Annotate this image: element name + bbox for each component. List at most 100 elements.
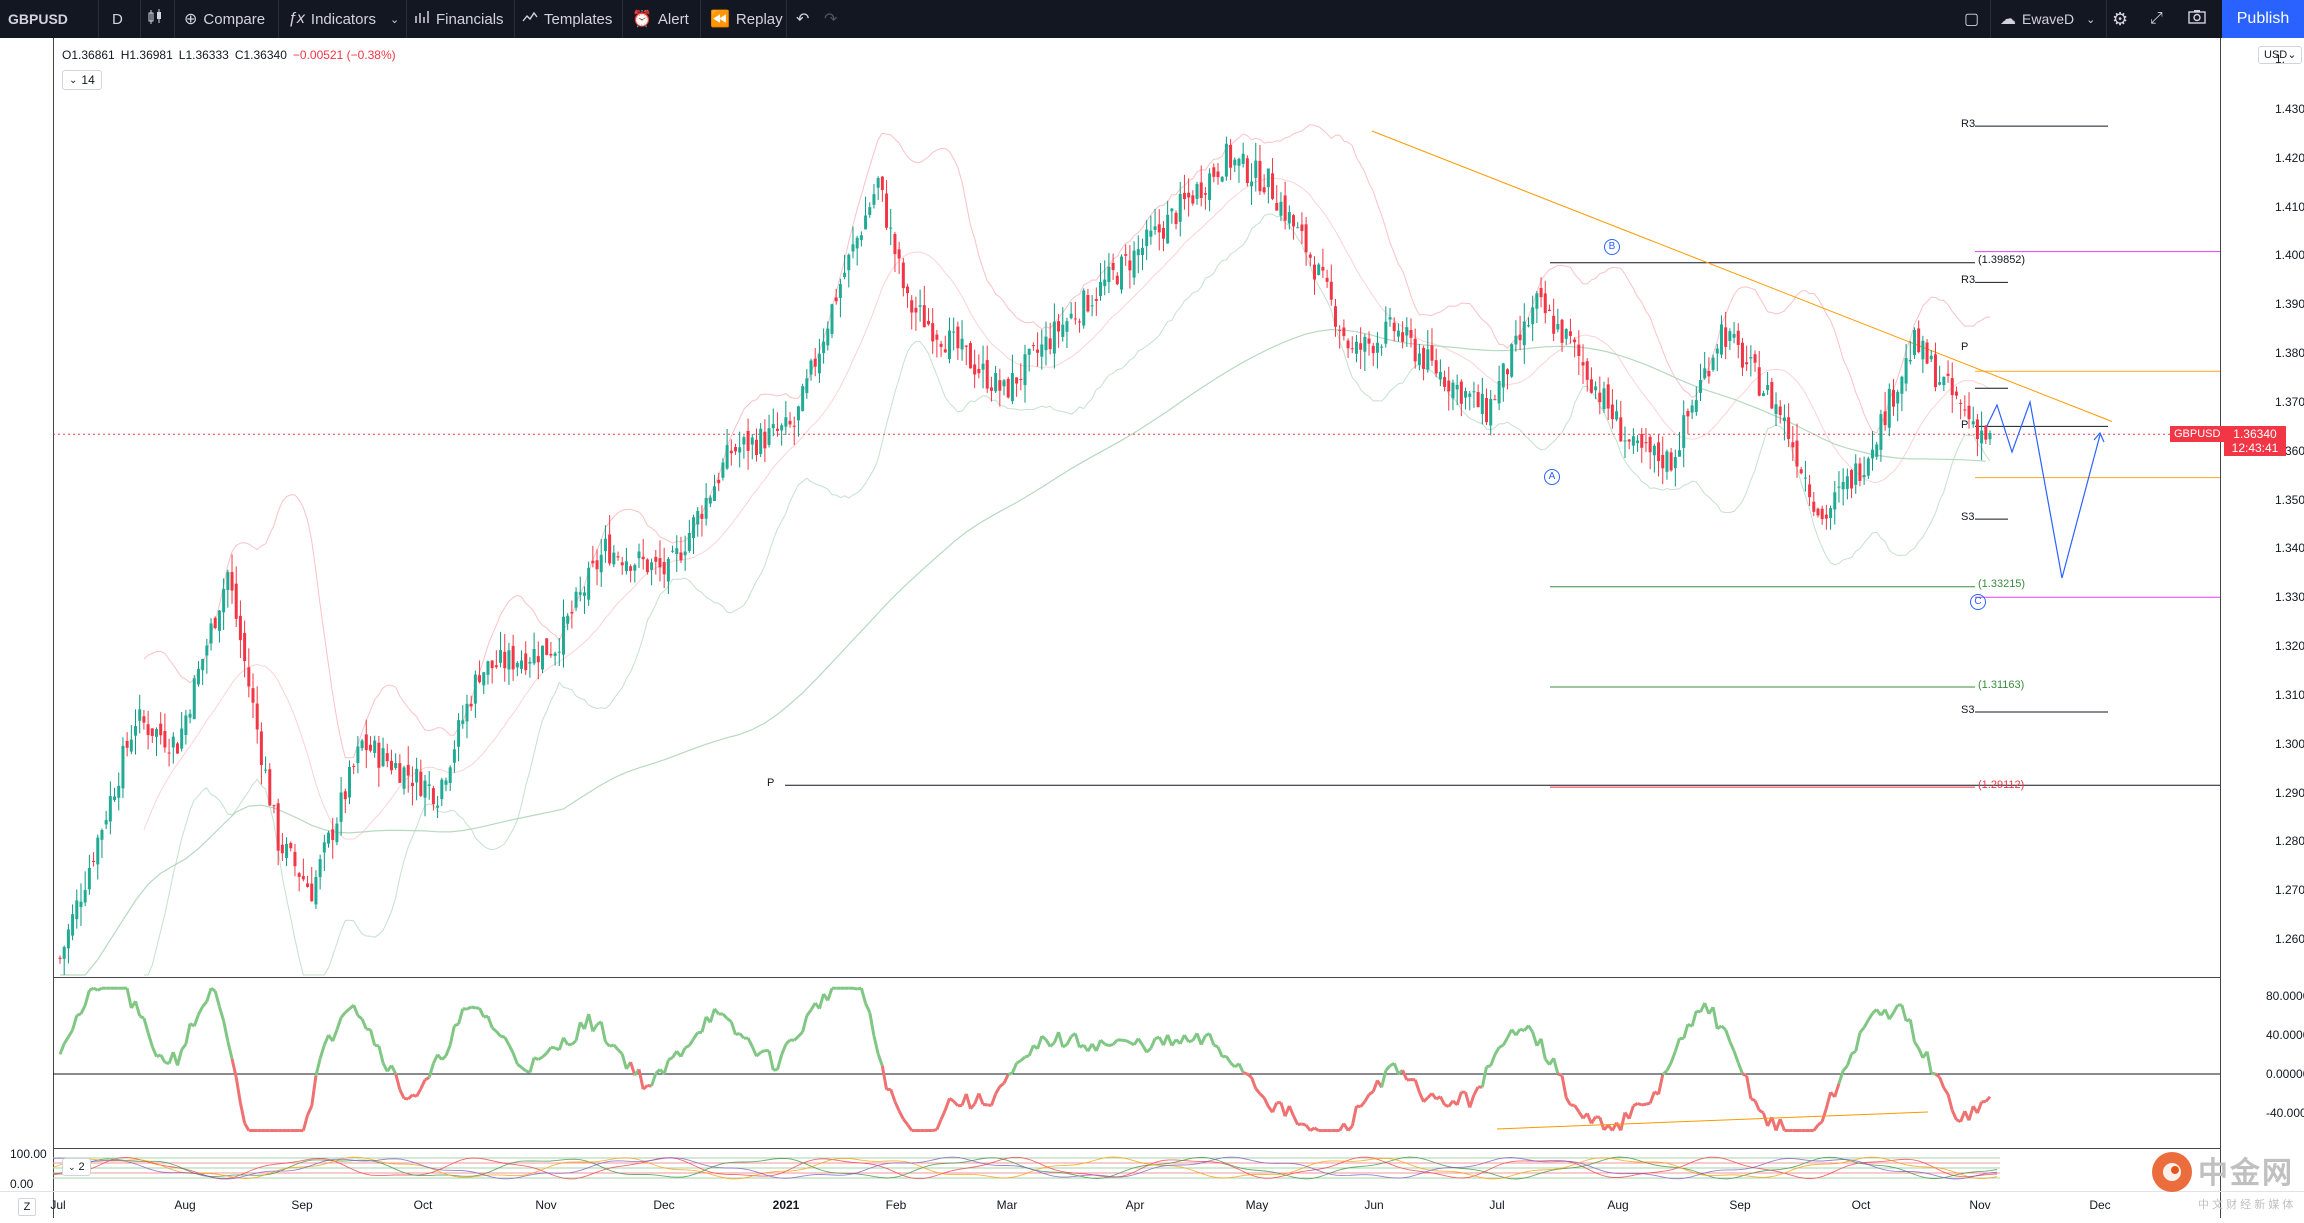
- candle-body: [1665, 451, 1669, 472]
- candle-body: [683, 551, 687, 556]
- oscillator-segment: [1049, 1041, 1056, 1048]
- candle-body: [843, 272, 847, 278]
- oscillator-segment: [457, 1008, 465, 1025]
- redo-button[interactable]: ↷: [824, 0, 837, 38]
- settings-button[interactable]: ⚙: [2112, 0, 2128, 38]
- candle-body: [1107, 266, 1111, 283]
- oscillator-segment: [339, 1011, 347, 1019]
- publish-label: Publish: [2236, 10, 2290, 27]
- candle-body: [1610, 404, 1614, 420]
- interval-button[interactable]: D: [112, 0, 123, 38]
- oscillator-segment: [1711, 1006, 1719, 1030]
- currency-selector[interactable]: USD⌄: [2258, 46, 2303, 64]
- wave-a-marker[interactable]: A: [1544, 469, 1560, 485]
- candle-body: [1392, 322, 1396, 332]
- candle-body: [125, 740, 129, 748]
- candle-body: [142, 716, 146, 723]
- oscillator-segment: [1858, 1026, 1866, 1034]
- pane-separator[interactable]: [53, 977, 2220, 978]
- candle-body: [1086, 295, 1090, 312]
- chart-type-button[interactable]: [146, 0, 164, 38]
- candle-body: [1598, 392, 1602, 403]
- candle-body: [822, 341, 826, 354]
- candle-body: [1371, 345, 1375, 354]
- publish-button[interactable]: Publish: [2222, 0, 2304, 38]
- fullscreen-toggle-button[interactable]: ▢: [1964, 0, 1979, 38]
- candle-body: [1690, 405, 1694, 413]
- fullscreen-button[interactable]: ⤢: [2150, 0, 2163, 38]
- candle-body: [272, 805, 276, 807]
- candle-body: [1774, 404, 1778, 415]
- templates-button[interactable]: Templates: [522, 0, 612, 38]
- oscillator-segment: [986, 1103, 992, 1108]
- chart-left-border: [53, 38, 54, 1218]
- oscillator-segment: [1199, 1035, 1207, 1046]
- oscillator-segment: [1065, 1035, 1073, 1046]
- drawings-layer: [53, 125, 2220, 788]
- candle-body: [138, 709, 142, 721]
- pane-legend-toggle[interactable]: ⌄ 2: [62, 1158, 91, 1176]
- candle-body: [922, 305, 926, 328]
- time-axis-label: Oct: [1851, 1198, 1871, 1212]
- undo-button[interactable]: ↶: [796, 0, 809, 38]
- alert-label: Alert: [657, 10, 689, 28]
- candle-body: [368, 744, 372, 751]
- oscillator-segment: [1304, 1124, 1312, 1132]
- square-icon: ▢: [1964, 11, 1980, 28]
- oscillator-segment: [713, 1007, 720, 1015]
- candle-body: [301, 876, 305, 880]
- candle-body: [1946, 373, 1950, 376]
- candle-body: [415, 768, 419, 783]
- oscillator-segment: [301, 1114, 309, 1131]
- oscillator-segment: [1216, 1046, 1224, 1058]
- candle-body: [637, 551, 641, 559]
- candle-body: [1019, 379, 1023, 381]
- indicators-button[interactable]: ƒx Indicators ⌄: [288, 0, 399, 38]
- oscillator-segment: [952, 1100, 959, 1107]
- candle-body: [1052, 321, 1056, 354]
- candle-body: [1501, 363, 1505, 388]
- wave-c-marker[interactable]: C: [1970, 594, 1986, 610]
- oscillator-segment: [856, 986, 862, 991]
- candle-body: [1191, 195, 1195, 204]
- symbol-label: GBPUSD: [8, 11, 68, 27]
- indicator-length-toggle[interactable]: ⌄ 14: [62, 70, 102, 90]
- candle-body: [1732, 334, 1736, 338]
- candle-body: [1304, 224, 1308, 253]
- financials-button[interactable]: Financials: [414, 0, 504, 38]
- candle-body: [264, 769, 268, 771]
- candle-body: [1812, 501, 1816, 512]
- zoom-reset-button[interactable]: Z: [18, 1198, 36, 1216]
- layout-name-button[interactable]: ☁ EwaveD ⌄: [2000, 0, 2095, 38]
- oscillator-segment: [760, 1049, 766, 1054]
- candle-body: [767, 428, 771, 445]
- candle-body: [402, 767, 406, 789]
- oscillator-segment: [1842, 1064, 1849, 1072]
- candle-body: [1518, 334, 1522, 341]
- oscillator-segment: [1627, 1105, 1635, 1120]
- chevron-down-icon: ⌄: [2086, 13, 2096, 26]
- oscillator-segment: [897, 1110, 905, 1120]
- candle-body: [897, 249, 901, 259]
- replay-button[interactable]: ⏪ Replay: [710, 0, 783, 38]
- candle-body: [805, 378, 809, 394]
- candle-body: [1426, 349, 1430, 370]
- candle-body: [885, 193, 889, 228]
- alert-button[interactable]: ⏰ Alert: [632, 0, 689, 38]
- candle-body: [1808, 484, 1812, 498]
- candle-body: [58, 957, 62, 959]
- snapshot-button[interactable]: [2188, 0, 2206, 38]
- candle-body: [87, 867, 91, 890]
- wave-b-marker[interactable]: B: [1604, 239, 1620, 255]
- candle-body: [1346, 340, 1350, 349]
- oscillator-segment: [507, 1044, 515, 1054]
- candle-body: [817, 353, 821, 374]
- candle-body: [1115, 275, 1119, 285]
- candle-body: [108, 796, 112, 822]
- close-value: C1.36340: [234, 48, 287, 62]
- candle-body: [1036, 349, 1040, 353]
- symbol-search-button[interactable]: GBPUSD: [8, 0, 68, 38]
- compare-button[interactable]: ⊕ Compare: [184, 0, 265, 38]
- pane-separator[interactable]: [53, 1148, 2220, 1149]
